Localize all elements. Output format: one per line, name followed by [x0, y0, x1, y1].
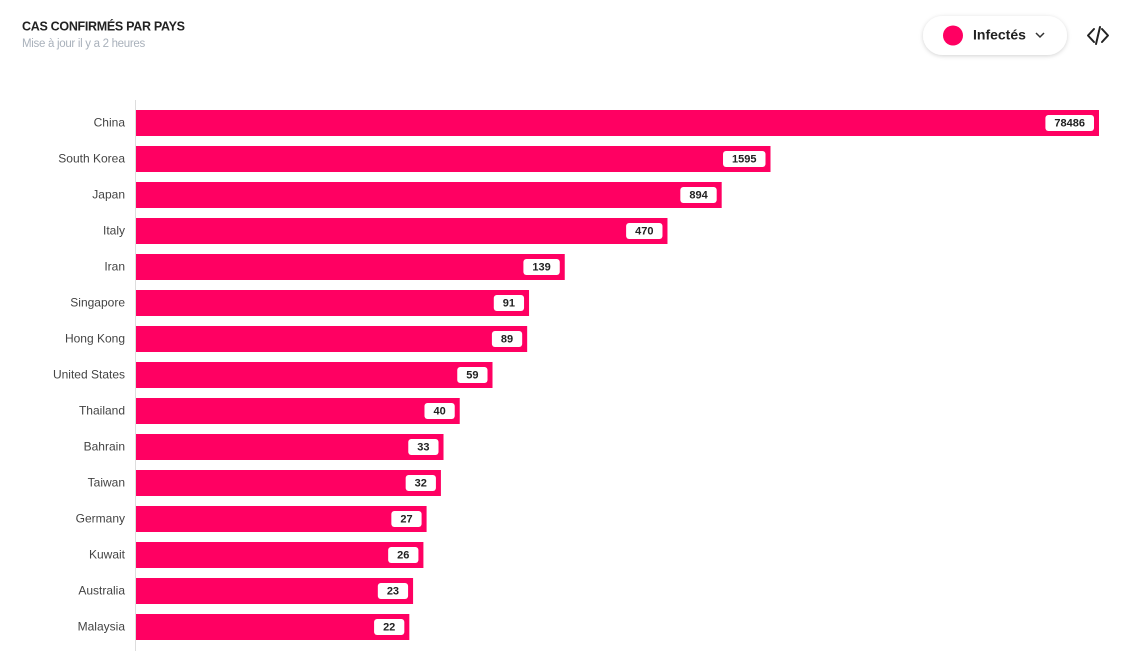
code-icon: [1087, 26, 1109, 45]
value-label: 23: [387, 585, 399, 597]
value-label: 22: [383, 621, 395, 633]
value-label: 26: [397, 549, 409, 561]
value-label: 27: [400, 513, 412, 525]
chart-subtitle: Mise à jour il y a 2 heures: [22, 38, 145, 50]
category-label: Malaysia: [78, 620, 126, 634]
chart-title: CAS CONFIRMÉS PAR PAYS: [22, 18, 185, 33]
value-label-bg: [405, 475, 436, 491]
bar: [136, 254, 565, 280]
category-label: Taiwan: [88, 476, 125, 490]
category-label: Germany: [76, 512, 125, 526]
bar: [136, 110, 1099, 136]
value-label: 59: [466, 369, 478, 381]
bar: [136, 146, 771, 172]
bar: [136, 578, 414, 604]
bar: [136, 470, 441, 496]
category-label: United States: [53, 368, 125, 382]
bar: [136, 182, 722, 208]
category-label: Australia: [78, 584, 125, 598]
value-label-bg: [374, 619, 405, 635]
value-label-bg: [391, 511, 422, 527]
value-label: 89: [501, 333, 513, 345]
category-label: Bahrain: [84, 440, 125, 454]
bar: [136, 542, 424, 568]
category-label: Japan: [92, 188, 125, 202]
value-label-bg: [523, 259, 560, 275]
bar: [136, 398, 460, 424]
value-label: 32: [415, 477, 427, 489]
category-label: Thailand: [79, 404, 125, 418]
category-label: South Korea: [58, 152, 125, 166]
legend-swatch: [943, 25, 963, 46]
bar: [136, 434, 444, 460]
value-label-bg: [457, 367, 488, 383]
category-label: Singapore: [70, 296, 125, 310]
value-label-bg: [723, 151, 766, 167]
bar: [136, 218, 668, 244]
selector-button[interactable]: [923, 16, 1067, 55]
value-label: 91: [503, 297, 515, 309]
category-label: Iran: [104, 260, 125, 274]
value-label: 33: [417, 441, 429, 453]
value-label: 40: [433, 405, 445, 417]
value-label-bg: [680, 187, 717, 203]
series-selector[interactable]: Infectés: [923, 16, 1067, 55]
value-label: 139: [532, 261, 550, 273]
value-label-bg: [388, 547, 419, 563]
value-label-bg: [626, 223, 663, 239]
bar: [136, 290, 530, 316]
category-label: Hong Kong: [65, 332, 125, 346]
category-label: Italy: [103, 224, 125, 238]
bar: [136, 362, 493, 388]
bar: [136, 506, 427, 532]
legend-label[interactable]: Infectés: [973, 27, 1026, 43]
bar: [136, 614, 410, 640]
value-label-bg: [493, 295, 525, 311]
bar: [136, 326, 528, 352]
value-label-bg: [408, 439, 439, 455]
value-label-bg: [491, 331, 523, 347]
value-label-bg: [1045, 115, 1094, 131]
category-label: China: [94, 116, 126, 130]
value-label: 894: [689, 189, 708, 201]
value-label-bg: [377, 583, 409, 599]
embed-code-button[interactable]: [1087, 26, 1109, 45]
value-label-bg: [424, 403, 455, 419]
chevron-icon: [1035, 32, 1045, 39]
value-label: 1595: [732, 153, 756, 165]
category-label: Kuwait: [89, 548, 126, 562]
value-label: 78486: [1054, 117, 1085, 129]
value-label: 470: [635, 225, 653, 237]
